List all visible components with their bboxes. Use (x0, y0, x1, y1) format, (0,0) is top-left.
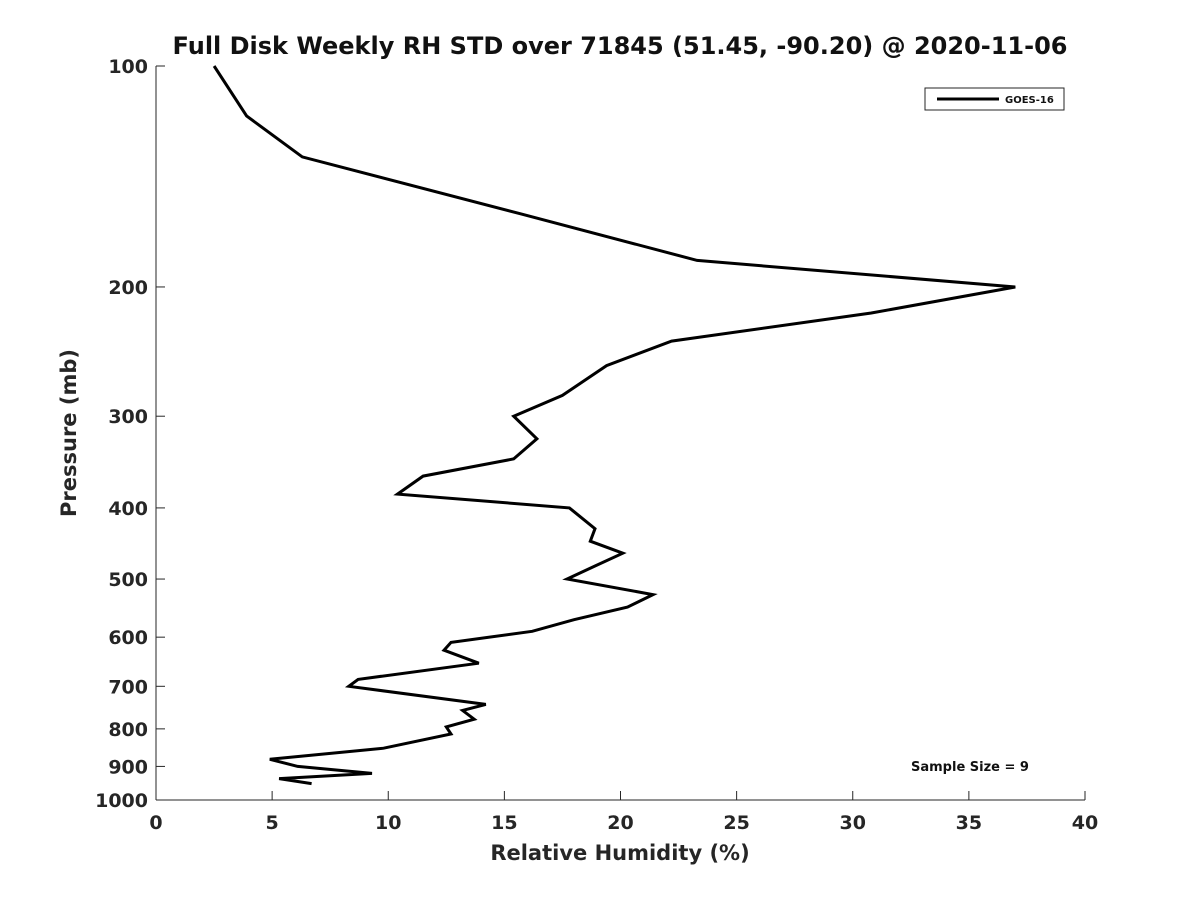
x-tick-label: 15 (491, 812, 517, 834)
x-tick-label: 30 (840, 812, 866, 834)
x-axis-label: Relative Humidity (%) (490, 841, 749, 865)
x-tick-label: 10 (375, 812, 401, 834)
y-tick-label: 100 (108, 56, 148, 78)
y-tick-label: 900 (108, 756, 148, 778)
x-tick-label: 35 (956, 812, 982, 834)
y-tick-label: 500 (108, 569, 148, 591)
y-axis-label: Pressure (mb) (57, 349, 81, 517)
plot-area (155, 66, 1085, 801)
x-ticks: 0 5 10 15 20 25 30 35 40 (149, 791, 1098, 834)
y-tick-label: 1000 (95, 790, 148, 812)
legend: GOES-16 (924, 87, 1065, 111)
y-ticks: 100 200 300 400 500 600 700 800 900 1000 (95, 56, 165, 812)
sample-size-annotation: Sample Size = 9 (911, 760, 1029, 775)
y-tick-label: 200 (108, 277, 148, 299)
series-line-goes-16 (212, 65, 1016, 786)
x-tick-label: 5 (266, 812, 279, 834)
y-tick-label: 800 (108, 719, 148, 741)
y-tick-label: 700 (108, 676, 148, 698)
x-tick-label: 0 (149, 812, 162, 834)
chart-title: Full Disk Weekly RH STD over 71845 (51.4… (173, 32, 1068, 60)
y-tick-label: 600 (108, 627, 148, 649)
x-tick-label: 20 (607, 812, 633, 834)
legend-label: GOES-16 (1005, 95, 1054, 106)
x-tick-label: 25 (723, 812, 749, 834)
y-tick-label: 400 (108, 498, 148, 520)
y-tick-label: 300 (108, 406, 148, 428)
series-layer (212, 65, 1016, 786)
x-tick-label: 40 (1072, 812, 1098, 834)
